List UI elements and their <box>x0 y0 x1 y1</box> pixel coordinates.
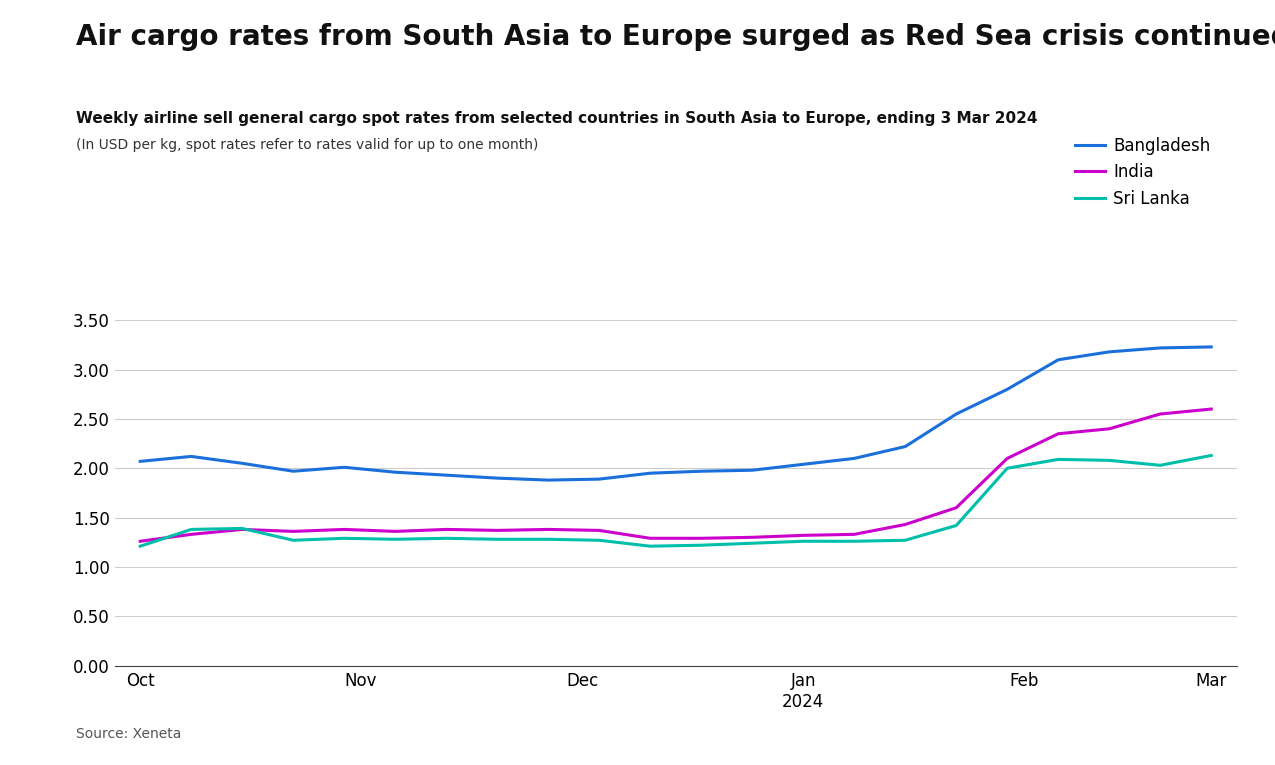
Bangladesh <box>796 460 811 469</box>
Bangladesh <box>541 476 556 485</box>
Text: (In USD per kg, spot rates refer to rates valid for up to one month): (In USD per kg, spot rates refer to rate… <box>76 138 539 151</box>
India <box>235 525 250 534</box>
India <box>796 531 811 540</box>
India <box>694 534 709 543</box>
Sri Lanka <box>235 524 250 533</box>
Sri Lanka <box>1051 454 1066 464</box>
Sri Lanka <box>439 534 454 543</box>
Bangladesh <box>439 470 454 480</box>
Bangladesh <box>286 467 301 476</box>
India <box>592 526 607 535</box>
India <box>439 525 454 534</box>
India <box>490 526 505 535</box>
Sri Lanka <box>541 535 556 544</box>
Bangladesh <box>184 452 199 461</box>
India <box>184 530 199 539</box>
Sri Lanka <box>694 541 709 550</box>
Sri Lanka <box>1000 464 1015 473</box>
Bangladesh <box>235 459 250 468</box>
Sri Lanka <box>490 535 505 544</box>
India <box>388 527 403 536</box>
Sri Lanka <box>1204 451 1219 460</box>
Legend: Bangladesh, India, Sri Lanka: Bangladesh, India, Sri Lanka <box>1068 130 1218 214</box>
Line: Bangladesh: Bangladesh <box>140 347 1211 480</box>
Sri Lanka <box>643 542 658 551</box>
India <box>541 525 556 534</box>
Sri Lanka <box>286 536 301 545</box>
Bangladesh <box>592 474 607 483</box>
Bangladesh <box>1153 343 1168 353</box>
Sri Lanka <box>796 537 811 546</box>
Text: Air cargo rates from South Asia to Europe surged as Red Sea crisis continued: Air cargo rates from South Asia to Europ… <box>76 23 1275 51</box>
Text: Source: Xeneta: Source: Xeneta <box>76 727 182 741</box>
India <box>1204 405 1219 414</box>
Text: Weekly airline sell general cargo spot rates from selected countries in South As: Weekly airline sell general cargo spot r… <box>76 111 1038 126</box>
Sri Lanka <box>337 534 352 543</box>
Bangladesh <box>1102 347 1117 356</box>
Sri Lanka <box>1153 461 1168 470</box>
Sri Lanka <box>388 535 403 544</box>
Sri Lanka <box>133 542 148 551</box>
Bangladesh <box>694 467 709 476</box>
Bangladesh <box>133 457 148 466</box>
Sri Lanka <box>592 536 607 545</box>
India <box>1153 409 1168 418</box>
India <box>745 532 760 542</box>
India <box>1102 425 1117 434</box>
Bangladesh <box>337 463 352 472</box>
Bangladesh <box>745 466 760 475</box>
Bangladesh <box>847 454 862 463</box>
India <box>949 503 964 513</box>
Bangladesh <box>949 409 964 418</box>
Bangladesh <box>898 442 913 451</box>
Sri Lanka <box>898 536 913 545</box>
India <box>1000 454 1015 463</box>
Bangladesh <box>1204 343 1219 352</box>
India <box>133 537 148 546</box>
India <box>286 527 301 536</box>
Sri Lanka <box>847 537 862 546</box>
Bangladesh <box>1051 355 1066 364</box>
Bangladesh <box>1000 385 1015 394</box>
India <box>898 520 913 529</box>
Sri Lanka <box>949 521 964 530</box>
Line: India: India <box>140 409 1211 542</box>
Bangladesh <box>388 467 403 477</box>
India <box>643 534 658 543</box>
India <box>337 525 352 534</box>
India <box>847 530 862 539</box>
Line: Sri Lanka: Sri Lanka <box>140 455 1211 546</box>
Sri Lanka <box>745 539 760 548</box>
Bangladesh <box>643 469 658 478</box>
Sri Lanka <box>1102 456 1117 465</box>
Bangladesh <box>490 474 505 483</box>
India <box>1051 429 1066 438</box>
Sri Lanka <box>184 525 199 534</box>
